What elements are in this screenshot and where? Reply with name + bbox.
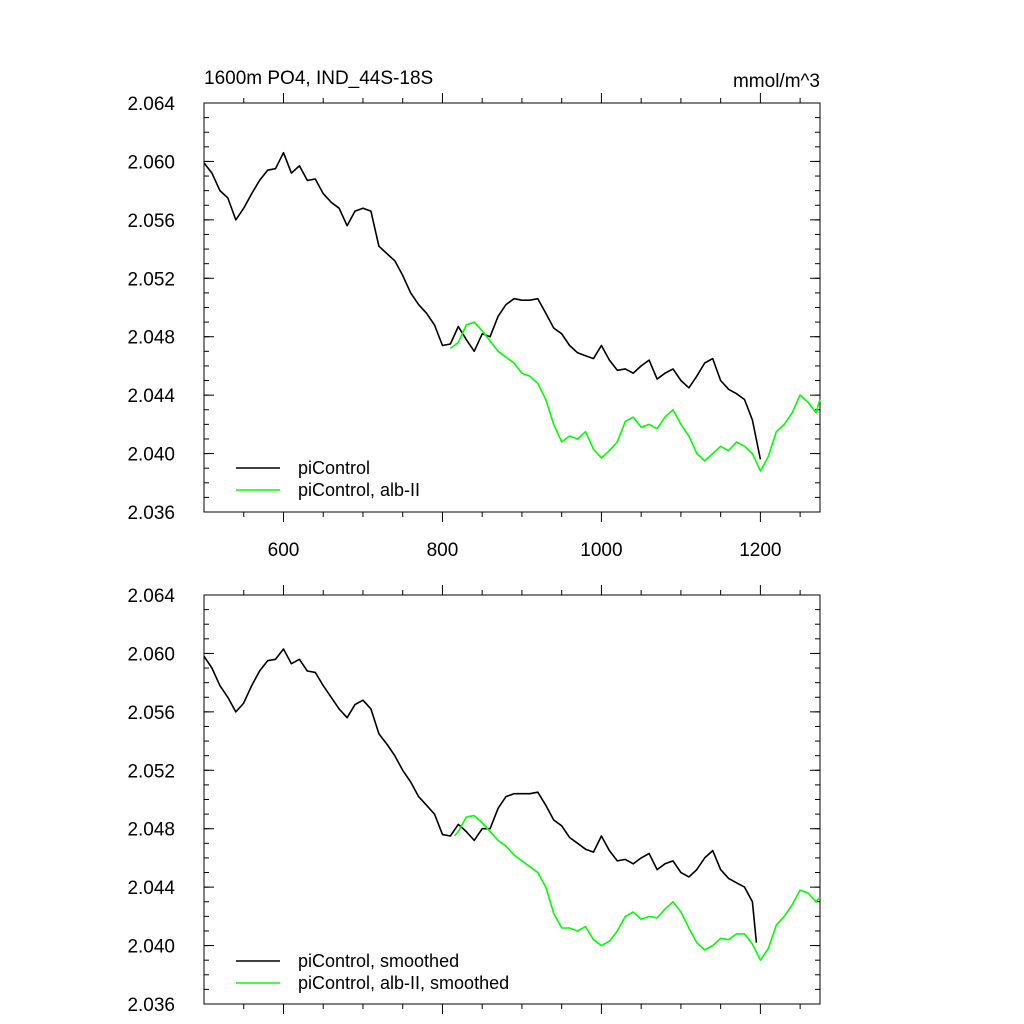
y-tick-label: 2.056	[127, 703, 175, 724]
legend-label: piControl, alb-II, smoothed	[298, 973, 509, 993]
legend-label: piControl, smoothed	[298, 951, 459, 971]
x-tick-label: 600	[268, 540, 300, 561]
y-tick-label: 2.044	[127, 386, 175, 407]
y-tick-label: 2.036	[127, 503, 175, 524]
y-tick-label: 2.048	[127, 328, 175, 349]
series-line-picontrol	[203, 151, 762, 460]
chart-title: 1600m PO4, IND_44S-18S	[204, 68, 433, 89]
x-tick-label: 800	[427, 540, 459, 561]
y-tick-label: 2.060	[127, 644, 175, 665]
x-tick-label: 1000	[580, 540, 622, 561]
y-tick-label: 2.064	[127, 94, 175, 115]
y-tick-label: 2.052	[127, 269, 175, 290]
legend-label: piControl, alb-II	[298, 480, 420, 500]
top-panel: 2.036 2.040 2.044 2.048 2.052 2.056 2.060 2.064…	[127, 93, 821, 561]
bottom-panel: 2.036 2.040 2.044 2.048 2.052 2.056 2.060 2.064…	[127, 585, 821, 1016]
y-tick-label: 2.040	[127, 445, 175, 466]
y-tick-label: 2.060	[127, 152, 175, 173]
y-tick-label: 2.052	[127, 761, 175, 782]
y-tick-label: 2.064	[127, 586, 175, 607]
plot-frame	[203, 594, 821, 1005]
y-tick-label: 2.048	[127, 820, 175, 841]
y-tick-label: 2.036	[127, 995, 175, 1016]
y-tick-label: 2.040	[127, 937, 175, 958]
y-tick-label: 2.056	[127, 211, 175, 232]
series-line-picontrol	[203, 648, 758, 943]
x-tick-label: 1200	[739, 540, 781, 561]
legend-label: piControl	[298, 458, 370, 478]
y-tick-label: 2.044	[127, 878, 175, 899]
units-label: mmol/m^3	[733, 71, 820, 92]
series-line-alb-ii	[449, 321, 821, 472]
series-line-alb-ii	[453, 814, 821, 962]
